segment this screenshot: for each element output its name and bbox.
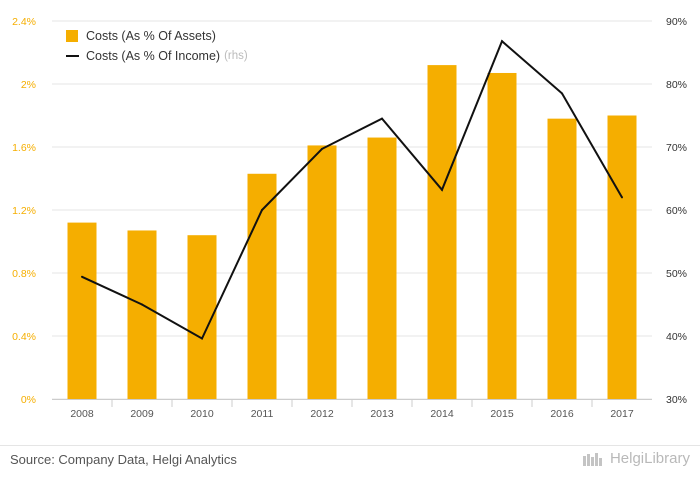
- y-left-tick-label: 2.4%: [12, 16, 36, 28]
- y-right-tick-label: 40%: [666, 331, 687, 343]
- line-point-2013: [381, 117, 383, 120]
- line-point-2010: [201, 337, 203, 340]
- bar-2013: [367, 137, 397, 400]
- line-point-2015: [501, 40, 503, 43]
- x-tick-label: 2010: [190, 408, 214, 420]
- y-right-tick-label: 90%: [666, 16, 687, 28]
- x-tick-label: 2014: [430, 408, 454, 420]
- y-left-tick-label: 0.4%: [12, 331, 36, 343]
- bar-2015: [487, 72, 517, 399]
- legend-label-line-suffix: (rhs): [224, 50, 248, 62]
- y-right-tick-label: 50%: [666, 268, 687, 280]
- line-point-2017: [621, 196, 623, 199]
- y-left-tick-label: 0%: [21, 394, 36, 406]
- x-tick-label: 2012: [310, 408, 334, 420]
- chart-area: 0% 0.4% 0.8% 1.2% 1.6% 2% 2.4% 30% 40% 50% 60% 70% 8…: [12, 16, 687, 420]
- x-tick-label: 2015: [490, 408, 514, 420]
- line-point-2011: [261, 209, 263, 211]
- x-tick-label: 2009: [130, 408, 154, 420]
- bar-2011: [247, 173, 277, 399]
- legend-item-bar[interactable]: Costs (As % Of Assets): [66, 26, 248, 46]
- x-tick-label: 2011: [251, 408, 274, 420]
- x-tick-label: 2017: [610, 408, 634, 420]
- line-point-2008: [81, 275, 83, 278]
- library-icon: [582, 452, 602, 466]
- line-point-2014: [441, 188, 443, 191]
- legend: Costs (As % Of Assets) Costs (As % Of In…: [66, 26, 248, 66]
- y-left-tick-label: 1.2%: [12, 205, 36, 217]
- legend-item-line[interactable]: Costs (As % Of Income) (rhs): [66, 46, 248, 66]
- line-point-2009: [141, 303, 143, 306]
- line-swatch-icon: [66, 55, 79, 57]
- y-right-tick-label: 80%: [666, 79, 687, 91]
- bar-swatch-icon: [66, 30, 78, 42]
- y-right-tick-label: 70%: [666, 142, 687, 154]
- brand-logo[interactable]: HelgiLibrary: [582, 450, 690, 467]
- line-point-2012: [321, 147, 323, 150]
- line-series-costs-income: [81, 39, 623, 340]
- bar-2009: [127, 230, 157, 399]
- bar-2014: [427, 65, 457, 399]
- x-tick-label: 2008: [70, 408, 94, 420]
- bar-2008: [67, 222, 97, 399]
- combo-chart: 0% 0.4% 0.8% 1.2% 1.6% 2% 2.4% 30% 40% 50% 60% 70% 8…: [12, 16, 687, 420]
- footer: Source: Company Data, Helgi Analytics He…: [0, 445, 700, 484]
- x-tick-label: 2013: [370, 408, 394, 420]
- legend-label-line: Costs (As % Of Income): [86, 49, 221, 63]
- legend-label-bar: Costs (As % Of Assets): [86, 29, 216, 43]
- y-right-tick-label: 60%: [666, 205, 687, 217]
- bar-2012: [307, 145, 337, 399]
- brand-name: HelgiLibrary: [609, 450, 690, 467]
- y-right-tick-label: 30%: [666, 394, 687, 406]
- bar-2016: [547, 118, 577, 400]
- source-text: Source: Company Data, Helgi Analytics: [10, 452, 237, 467]
- y-left-tick-label: 2%: [21, 79, 36, 91]
- y-left-tick-label: 0.8%: [12, 268, 36, 280]
- x-tick-label: 2016: [550, 408, 574, 420]
- y-left-tick-label: 1.6%: [12, 142, 36, 154]
- line-point-2016: [561, 92, 563, 95]
- bar-2017: [607, 115, 637, 399]
